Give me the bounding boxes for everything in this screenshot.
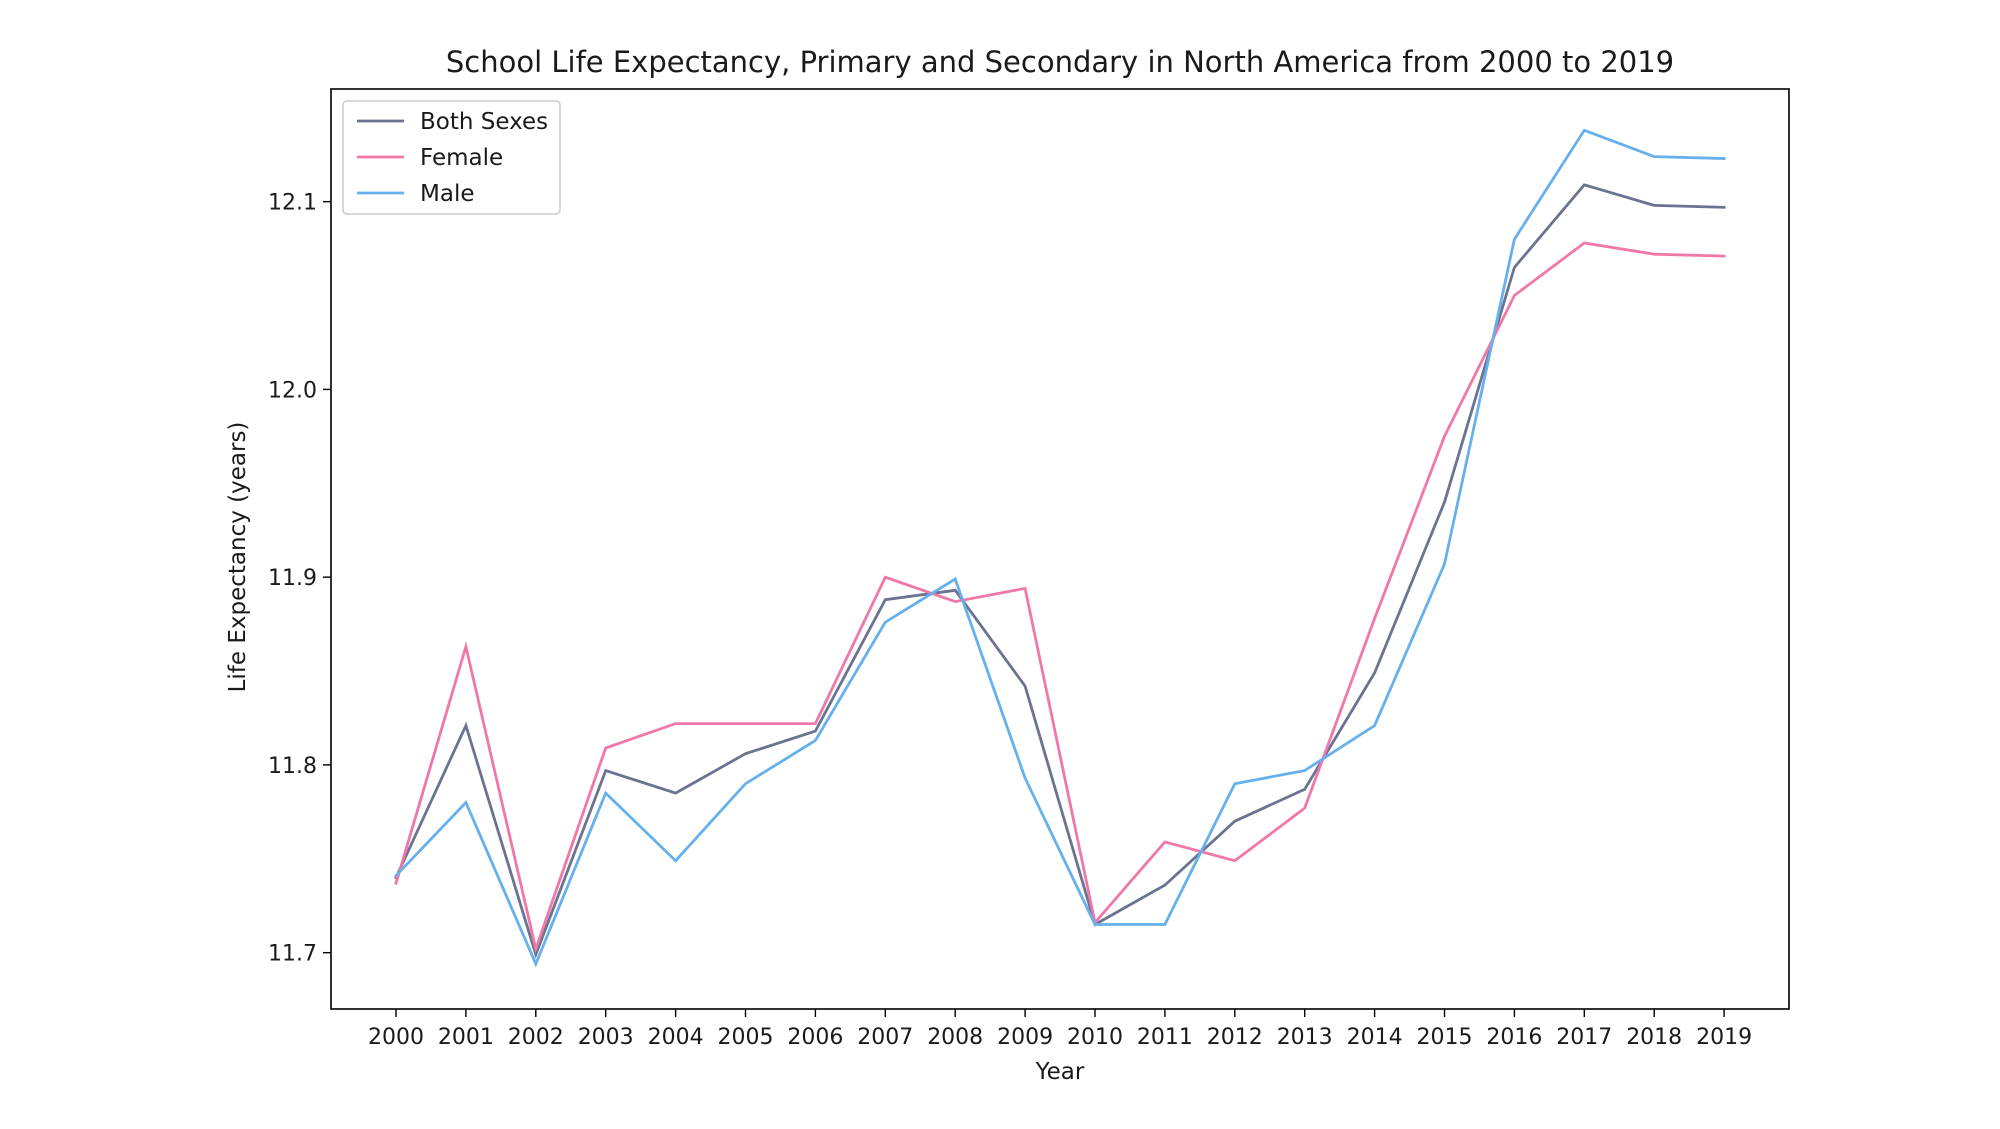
y-tick-label: 12.1: [268, 191, 317, 216]
legend-label: Male: [420, 181, 474, 207]
x-tick-label: 2006: [787, 1025, 843, 1050]
x-tick-label: 2002: [508, 1025, 564, 1050]
legend-label: Both Sexes: [420, 109, 548, 135]
legend-box: [342, 100, 561, 215]
x-tick-label: 2004: [648, 1025, 704, 1050]
x-tick-label: 2010: [1067, 1025, 1123, 1050]
x-tick-label: 2001: [438, 1025, 494, 1050]
x-tick-label: 2007: [857, 1025, 913, 1050]
series-line-both-sexes: [394, 183, 1726, 959]
x-axis-ticks: 2000 2001 2002 2003 2004 2005 2006 2007 2008 2009…: [368, 1009, 1752, 1050]
x-tick-label: 2013: [1277, 1025, 1333, 1050]
x-tick-label: 2017: [1556, 1025, 1612, 1050]
y-tick-label: 11.9: [268, 566, 317, 591]
x-tick-label: 2009: [997, 1025, 1053, 1050]
series-line-female: [394, 241, 1726, 954]
series-lines: [394, 128, 1726, 968]
x-tick-label: 2011: [1137, 1025, 1193, 1050]
x-axis-label: Year: [1035, 1059, 1085, 1085]
y-axis-ticks: 11.7 11.8 11.9 12.0 12.1: [268, 191, 331, 967]
x-tick-label: 2014: [1347, 1025, 1403, 1050]
legend-label: Female: [420, 145, 503, 171]
x-tick-label: 2012: [1207, 1025, 1263, 1050]
x-tick-label: 2015: [1417, 1025, 1473, 1050]
y-tick-label: 11.7: [268, 942, 317, 967]
x-tick-label: 2003: [578, 1025, 634, 1050]
x-tick-label: 2000: [368, 1025, 424, 1050]
series-line-male: [394, 128, 1726, 968]
x-tick-label: 2016: [1486, 1025, 1542, 1050]
chart-title: School Life Expectancy, Primary and Seco…: [446, 45, 1674, 79]
legend: Both Sexes Female Male: [342, 100, 561, 215]
y-axis-label: Life Expectancy (years): [225, 422, 251, 693]
x-tick-label: 2018: [1626, 1025, 1682, 1050]
y-tick-label: 12.0: [268, 378, 317, 403]
x-tick-label: 2008: [927, 1025, 983, 1050]
x-tick-label: 2005: [718, 1025, 774, 1050]
x-tick-label: 2019: [1696, 1025, 1752, 1050]
plot-frame: [330, 88, 1790, 1010]
y-tick-label: 11.8: [268, 754, 317, 779]
